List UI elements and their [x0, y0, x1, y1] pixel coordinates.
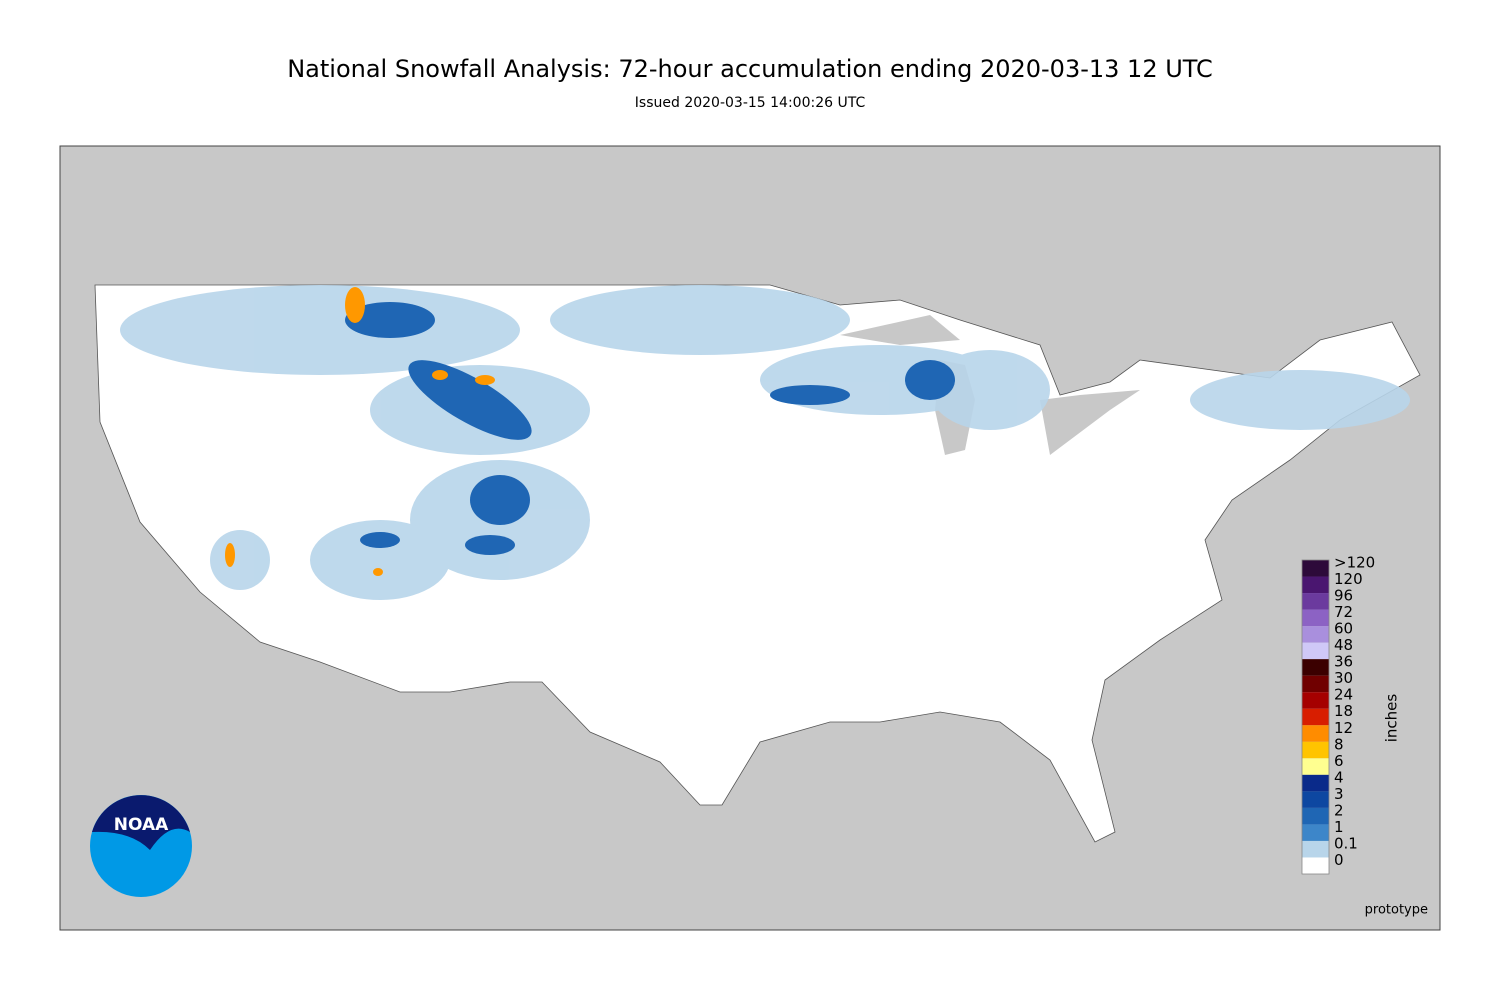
- legend-label: 60: [1334, 620, 1353, 638]
- legend-swatch: [1302, 758, 1329, 775]
- logo-text: NOAA: [114, 815, 169, 835]
- legend-swatch: [1302, 774, 1329, 792]
- legend-label: 12: [1334, 719, 1353, 737]
- legend-label: 2: [1334, 801, 1344, 819]
- legend-swatch: [1302, 857, 1329, 874]
- lake-superior: [840, 315, 960, 345]
- legend-label: 24: [1334, 686, 1353, 704]
- snow-medium: [345, 302, 955, 555]
- legend-label: 120: [1334, 570, 1363, 588]
- legend-swatch: [1302, 675, 1329, 693]
- legend-swatch: [1302, 741, 1329, 759]
- legend-swatch: [1302, 708, 1329, 726]
- snow-heavy: [225, 287, 495, 576]
- legend-swatch: [1302, 576, 1329, 594]
- footer-note: prototype: [1365, 903, 1428, 918]
- legend-swatch: [1302, 824, 1329, 841]
- title: National Snowfall Analysis: 72-hour accu…: [287, 55, 1213, 83]
- legend-border: [1301, 559, 1330, 875]
- noaa-logo: NOAA: [90, 795, 192, 897]
- logo-top: [92, 795, 190, 850]
- legend-swatch: [1302, 626, 1329, 643]
- legend-label: 6: [1334, 752, 1344, 770]
- subtitle: Issued 2020-03-15 14:00:26 UTC: [635, 95, 866, 111]
- legend-swatch: [1302, 725, 1329, 742]
- legend-label: >120: [1334, 554, 1375, 572]
- legend-label: 0.1: [1334, 834, 1358, 852]
- legend-label: 1: [1334, 818, 1344, 836]
- legend-label: 8: [1334, 735, 1344, 753]
- lake-huron-erie: [1040, 390, 1140, 455]
- legend-label: 48: [1334, 636, 1353, 654]
- legend-unit: inches: [1383, 694, 1401, 743]
- legend-label: 3: [1334, 785, 1344, 803]
- legend-label: 30: [1334, 669, 1353, 687]
- legend-label: 72: [1334, 603, 1353, 621]
- legend-swatch: [1302, 791, 1329, 808]
- legend-swatch: [1302, 807, 1329, 825]
- legend-swatch: [1302, 659, 1329, 676]
- legend-swatch: [1302, 692, 1329, 709]
- legend-label: 4: [1334, 768, 1344, 786]
- legend-label: 18: [1334, 702, 1353, 720]
- legend-swatch: [1302, 840, 1329, 858]
- legend-swatch: [1302, 642, 1329, 660]
- legend-swatch: [1302, 609, 1329, 627]
- legend-label: 96: [1334, 587, 1353, 605]
- legend-label: 0: [1334, 851, 1344, 869]
- legend-swatch: [1302, 593, 1329, 610]
- map: [59, 145, 1441, 931]
- legend-swatch: [1302, 560, 1329, 577]
- legend-label: 36: [1334, 653, 1353, 671]
